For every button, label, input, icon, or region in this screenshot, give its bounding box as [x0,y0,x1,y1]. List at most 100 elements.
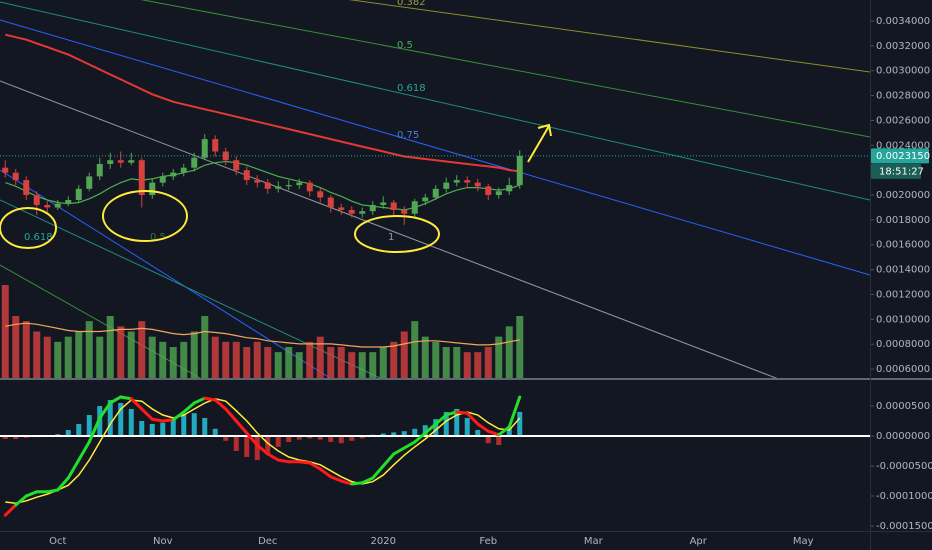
countdown-label: 18:51:27 [879,166,924,177]
oscillator-segment [308,461,322,471]
candle-body [86,176,93,189]
oscillator-segment [486,429,501,437]
histogram-bar [496,435,502,445]
highlight-circle [354,215,440,253]
oscillator-segment [140,407,154,421]
volume-bar [337,347,345,378]
candle-body [96,163,103,177]
histogram-bar [475,429,481,436]
histogram-bar [412,428,418,436]
oscillator-segment [413,431,427,444]
histogram-bar [128,408,134,436]
fib-label: 1 [388,232,394,243]
y-tick-label: 0.0032000 [876,41,930,52]
candle-body [191,157,198,168]
candle-body [44,204,51,208]
oscillator-segment [434,413,448,426]
volume-bar [211,336,219,378]
histogram-bar [517,411,523,436]
volume-bar [432,341,440,378]
volume-bar [96,336,104,378]
drawings: 0.382 0.5 0.618 0.75 0.618 0.5 1 [0,0,870,378]
y-tick-label: 0.0016000 [876,240,930,251]
candle-body [516,155,523,186]
signal-line [5,398,521,504]
candle-body [201,139,208,158]
volume-bar [253,341,261,378]
volume-bar [484,347,492,378]
volume-bar [106,316,114,378]
histogram-bar [212,428,218,436]
volume-bar [190,331,198,378]
histogram-bar [86,414,92,436]
candle-body [285,185,292,187]
histogram-bar [454,408,460,436]
fib-fan-line [0,264,201,378]
oscillator-segment [339,479,354,486]
plot-layer: 0.0034000 0.0032000 0.0030000 0.0028000 0.00… [0,16,932,547]
volume-bar [22,321,30,378]
candle-body [338,207,345,210]
fib-fan-line [0,199,381,378]
oscillator-segment [402,440,417,450]
y-tick-label: 0.0006000 [876,364,930,375]
x-tick-label: Apr [690,536,708,547]
oscillator-segment [108,395,123,405]
histogram-bar [433,419,439,436]
oscillator-segment [24,490,39,498]
x-tick-label: Dec [258,536,277,547]
y-tick-label: 0.0024000 [876,140,930,151]
histogram-bar [13,435,19,439]
fib-label: 0.618 [397,83,426,94]
x-tick-label: 2020 [371,536,396,547]
candle-body [401,209,408,214]
volume-bar [463,352,471,378]
volume-bar [358,352,366,378]
candle-body [254,180,261,183]
candle-body [75,188,82,201]
x-tick-label: Nov [153,536,173,547]
histogram-bar [338,435,344,444]
y-tick-label: 0.0018000 [876,215,930,226]
histogram-bar [107,399,113,436]
histogram-bar [76,423,82,436]
oscillator-segment [329,475,343,483]
oscillator-segment [360,476,375,485]
volume-bar [495,336,503,378]
histogram-bar [349,435,355,441]
volume-bar [85,321,93,378]
histogram-bar [254,435,260,460]
volume-bar [148,336,156,378]
candle-body [443,182,450,189]
last-price-label: 0.0023150 [876,151,930,162]
candle-body [485,186,492,196]
oscillator-segment [119,395,133,401]
histogram-bar [391,432,397,436]
histogram-bar [2,435,8,439]
arrow-head [537,123,552,137]
highlight-circle [0,207,57,249]
y-tick-label: 0.0026000 [876,115,930,126]
histogram-bar [485,435,491,444]
candle-body [359,211,366,214]
oscillator-segment [213,398,228,411]
volume-bar [327,347,335,378]
y-tick-label: 0.0012000 [876,289,930,300]
oscillator-segment [371,464,385,480]
highlight-circle [102,190,188,242]
candle-body [12,172,19,181]
histogram-bar [464,417,470,436]
volume-bar [505,326,513,378]
candle-body [474,182,481,187]
candle-body [159,176,166,183]
volume-bar [264,347,272,378]
x-tick-label: Mar [584,536,604,547]
candle-body [264,182,271,189]
candle-body [369,204,376,212]
fib-label: 0.5 [397,40,413,51]
oscillator-segment [497,425,511,437]
y-tick-label: 0.0030000 [876,66,930,77]
fib-fan-line [140,0,870,138]
candle-body [65,200,72,204]
